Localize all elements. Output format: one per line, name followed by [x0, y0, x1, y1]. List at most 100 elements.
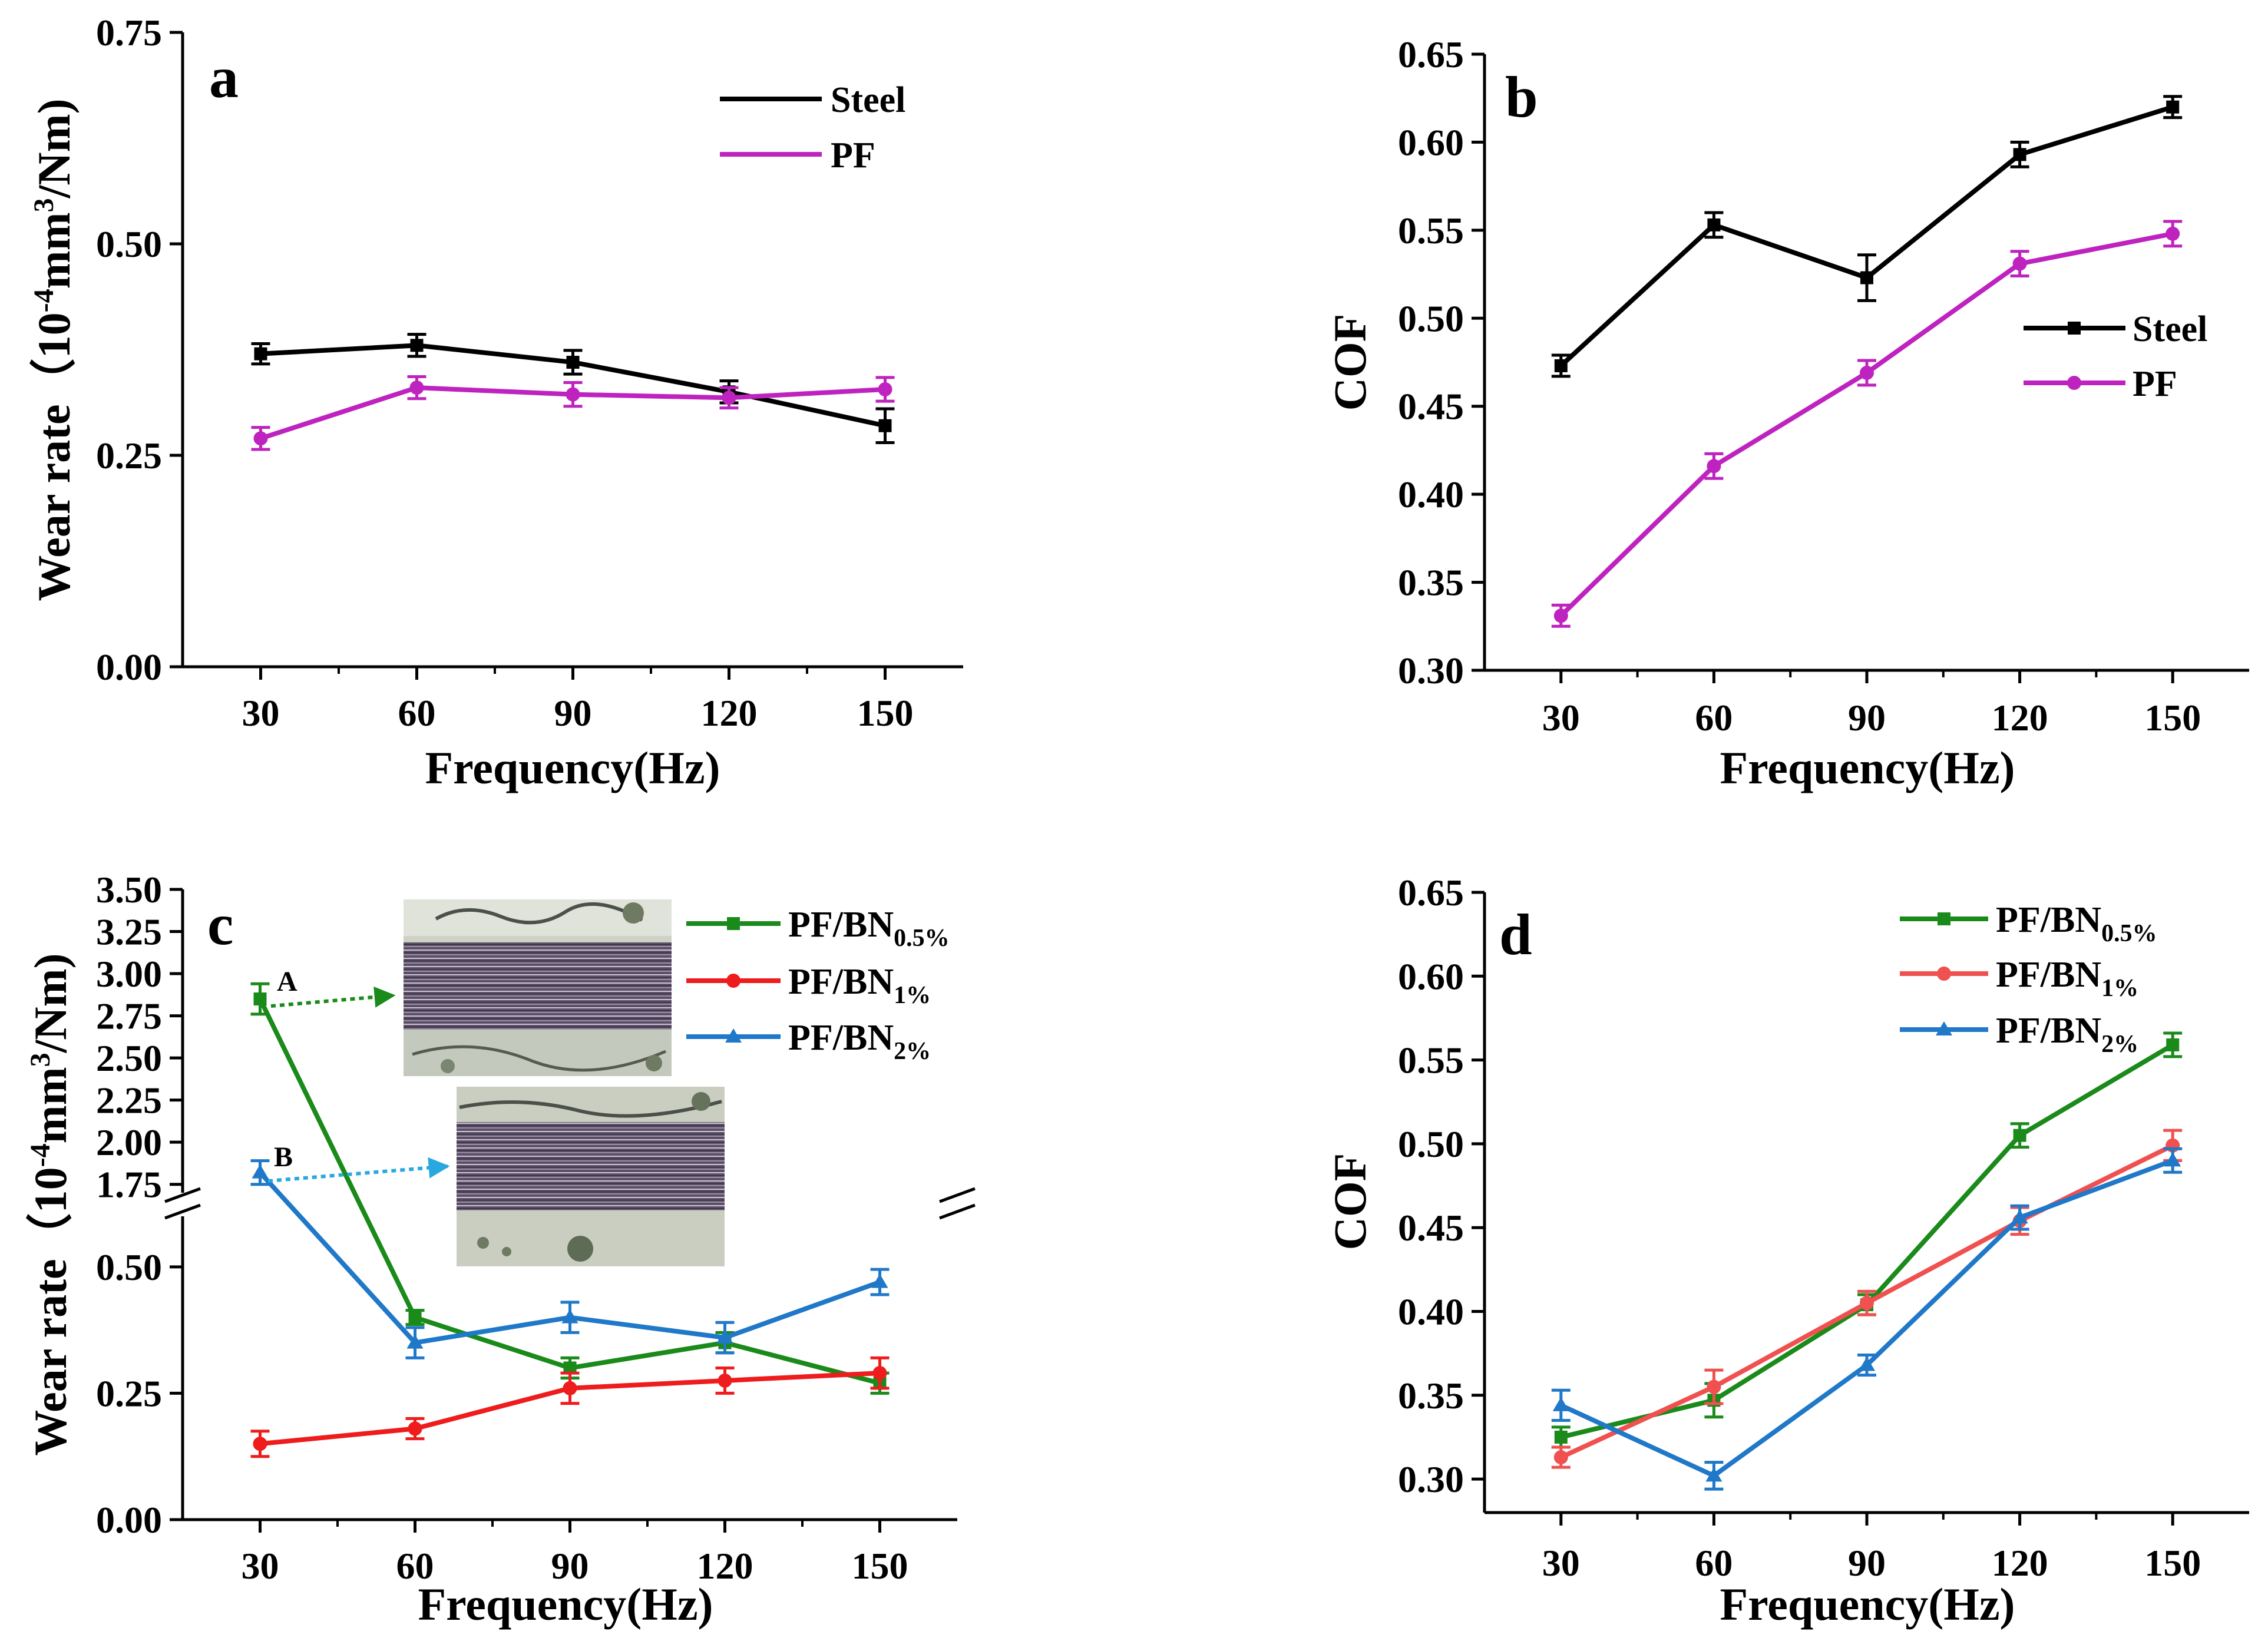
- data-point: [566, 356, 580, 369]
- panel-a-series: [251, 333, 895, 451]
- data-point: [872, 1366, 887, 1381]
- y-tick-label: 0.55: [1398, 1040, 1464, 1081]
- series-line: [1560, 1158, 2174, 1478]
- y-tick-label: 0.50: [1398, 1123, 1464, 1165]
- panel-d-legend-item-bn2: PF/BN2%: [1900, 1011, 2138, 1058]
- svg-text:A: A: [277, 966, 297, 997]
- series-steel: [251, 333, 895, 444]
- y-tick-label: 0.60: [1398, 955, 1464, 997]
- x-tick-label: 150: [857, 692, 914, 734]
- svg-text:PF: PF: [831, 135, 875, 176]
- data-point: [2166, 100, 2180, 114]
- y-tick-label: 3.25: [96, 911, 162, 953]
- y-tick-label: 3.50: [96, 869, 162, 911]
- panel-b-x-ticks: 30 60 90 120 150: [1542, 670, 2201, 739]
- y-tick-label: 0.40: [1398, 474, 1464, 515]
- y-tick-label: 2.00: [96, 1121, 162, 1163]
- y-tick-label: 0.40: [1398, 1291, 1464, 1332]
- data-point: [2011, 1209, 2028, 1224]
- x-tick-label: 60: [1695, 1542, 1733, 1584]
- x-tick-label: 120: [697, 1545, 753, 1587]
- svg-text:PF/BN0.5%: PF/BN0.5%: [788, 905, 950, 952]
- x-tick-label: 150: [2144, 1542, 2201, 1584]
- panel-c-x-axis-label: Frequency(Hz): [418, 1579, 713, 1630]
- svg-text:PF/BN1%: PF/BN1%: [1996, 955, 2138, 1002]
- panel-c-y-ticks: 0.00 0.25 0.50 1.752.002.252.502.753.003.25…: [96, 869, 183, 1541]
- y-tick-label: 0.65: [1398, 34, 1464, 75]
- svg-text:PF/BN0.5%: PF/BN0.5%: [1996, 900, 2157, 947]
- panel-c-label: c: [207, 892, 233, 957]
- data-point: [716, 1329, 733, 1344]
- data-point: [1860, 365, 1874, 380]
- x-tick-label: 30: [242, 1545, 279, 1587]
- panel-a-y-axis-label: Wear rate（10-4mm3/Nm): [28, 98, 80, 601]
- panel-c-legend-item-bn1: PF/BN1%: [686, 962, 931, 1009]
- data-point: [409, 381, 424, 395]
- panel-a-label: a: [209, 45, 239, 110]
- data-point: [252, 1164, 269, 1179]
- x-tick-label: 120: [1992, 1542, 2048, 1584]
- y-tick-label: 0.25: [96, 1372, 162, 1414]
- y-tick-label: 0.75: [96, 12, 162, 54]
- y-tick-label: 0.45: [1398, 1207, 1464, 1249]
- data-point: [1554, 1430, 1568, 1444]
- y-tick-label: 0.45: [1398, 386, 1464, 428]
- y-tick-label: 0.00: [96, 646, 162, 688]
- y-tick-label: 0.50: [1398, 297, 1464, 339]
- data-point: [406, 1334, 424, 1349]
- svg-text:Steel: Steel: [2133, 309, 2207, 349]
- y-tick-label: 0.35: [1398, 562, 1464, 604]
- data-point: [1707, 459, 1721, 474]
- panel-c-legend: PF/BN0.5% PF/BN1% PF/BN2%: [686, 905, 950, 1065]
- series-pf-bn-0-5-: [1551, 1031, 2183, 1449]
- y-tick-label: 0.50: [96, 223, 162, 265]
- x-tick-label: 30: [1542, 1542, 1580, 1584]
- data-point: [2166, 1038, 2180, 1051]
- panel-a-legend-item-pf: PF: [720, 135, 875, 176]
- data-point: [254, 347, 267, 360]
- data-point: [253, 431, 268, 446]
- panel-d: 0.30 0.35 0.40 0.45 0.50 0.55 0.60 0.65 30 60 90 1…: [1324, 872, 2249, 1630]
- micrograph-inset-a: [404, 899, 672, 1076]
- series-line: [1560, 1043, 2174, 1440]
- panel-b-label: b: [1505, 64, 1538, 130]
- panel-b-series: [1551, 95, 2183, 628]
- series-steel: [1551, 95, 2183, 378]
- x-tick-label: 90: [1848, 697, 1886, 739]
- x-tick-label: 90: [1848, 1542, 1886, 1584]
- data-point: [563, 1361, 577, 1375]
- panel-c-axis-break-right: [939, 1187, 976, 1220]
- data-point: [2164, 1152, 2181, 1167]
- panel-d-legend-item-bn05: PF/BN0.5%: [1900, 900, 2157, 947]
- data-point: [1707, 218, 1721, 231]
- x-tick-label: 30: [1542, 697, 1580, 739]
- data-point: [408, 1421, 422, 1436]
- panel-b-y-axis-label: COF: [1324, 314, 1376, 411]
- svg-text:PF/BN2%: PF/BN2%: [788, 1018, 931, 1065]
- x-tick-label: 60: [396, 1545, 434, 1587]
- y-tick-label: 0.25: [96, 435, 162, 477]
- panel-d-legend: PF/BN0.5% PF/BN1% PF/BN2%: [1900, 900, 2157, 1058]
- data-point: [718, 1373, 732, 1388]
- panel-a-x-ticks: 30 60 90 120 150: [242, 667, 914, 734]
- y-tick-label: 0.00: [96, 1499, 162, 1541]
- panel-b-x-axis-label: Frequency(Hz): [1720, 742, 2015, 793]
- panel-c-x-ticks: 30 60 90 120 150: [242, 1520, 908, 1587]
- series-pf-bn-2-: [1551, 1147, 2183, 1491]
- panel-d-series: [1551, 1031, 2183, 1491]
- series-pf-bn-2-: [250, 1159, 890, 1359]
- y-tick-label: 0.35: [1398, 1375, 1464, 1417]
- data-point: [1705, 1467, 1723, 1482]
- y-tick-label: 2.25: [96, 1080, 162, 1121]
- data-point: [1860, 271, 1873, 284]
- y-tick-label: 0.30: [1398, 650, 1464, 691]
- annotation-b: B: [267, 1142, 450, 1183]
- panel-b-legend-item-pf: PF: [2024, 364, 2177, 404]
- data-point: [1707, 1379, 1721, 1394]
- data-point: [561, 1309, 578, 1324]
- x-tick-label: 120: [701, 692, 758, 734]
- series-pf: [1551, 220, 2183, 628]
- panel-d-label: d: [1499, 902, 1532, 967]
- panel-b-legend: Steel PF: [2024, 309, 2207, 404]
